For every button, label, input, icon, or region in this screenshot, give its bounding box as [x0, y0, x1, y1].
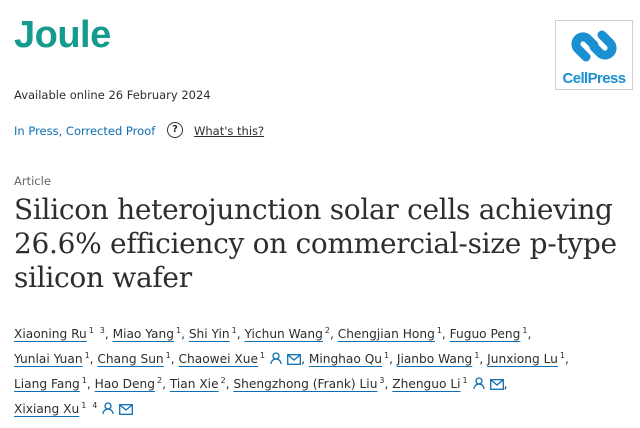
author-name[interactable]: Miao Yang: [112, 327, 174, 342]
affiliation[interactable]: 1: [522, 326, 528, 335]
affiliation[interactable]: 2: [156, 376, 163, 385]
affiliation[interactable]: 4: [92, 401, 98, 410]
author-name[interactable]: Shengzhong (Frank) Liu: [233, 377, 378, 392]
author-name[interactable]: Junxiong Lu: [487, 352, 558, 367]
author-name[interactable]: Xiaoning Ru: [14, 327, 87, 342]
affiliation[interactable]: 1: [81, 376, 87, 385]
author-name[interactable]: Chaowei Xue: [178, 352, 258, 367]
author-line: Xixiang Xu 1 4: [14, 401, 634, 426]
logo-mark: [571, 30, 617, 62]
help-icon[interactable]: ?: [167, 122, 183, 138]
author-name[interactable]: Tian Xie: [169, 377, 219, 392]
author-name[interactable]: Zhenguo Li: [392, 377, 461, 392]
separator: ,: [181, 327, 185, 342]
separator: ,: [389, 352, 393, 367]
affiliation[interactable]: 1: [165, 351, 171, 360]
logo-text: CellPress: [562, 70, 627, 87]
affiliation[interactable]: 1: [462, 376, 468, 385]
person-icon[interactable]: [270, 352, 282, 365]
separator: ,: [162, 377, 166, 392]
available-date: Available online 26 February 2024: [14, 88, 211, 102]
author-list: Xiaoning Ru 1 3, Miao Yang 1, Shi Yin 1, Yi…: [14, 326, 634, 426]
separator: ,: [441, 327, 446, 342]
journal-logo[interactable]: Joule: [14, 14, 111, 56]
separator: ,: [225, 377, 230, 392]
status-link[interactable]: In Press, Corrected Proof: [14, 124, 156, 138]
affiliation[interactable]: 2: [324, 326, 330, 335]
person-icon[interactable]: [102, 402, 114, 415]
separator: ,: [104, 327, 109, 342]
email-icon[interactable]: [287, 354, 302, 366]
separator: ,: [170, 352, 175, 367]
article-title: Silicon heterojunction solar cells achie…: [14, 193, 617, 294]
affiliation[interactable]: 2: [220, 376, 226, 385]
separator: ,: [479, 352, 484, 367]
author-name[interactable]: Yunlai Yuan: [14, 352, 83, 367]
affiliation[interactable]: 1: [81, 401, 87, 410]
affiliation[interactable]: 1: [559, 351, 565, 360]
person-icon[interactable]: [472, 377, 485, 390]
author-name[interactable]: Jianbo Wang: [396, 352, 473, 367]
separator: ,: [301, 352, 305, 367]
affiliation[interactable]: 1: [231, 326, 237, 335]
separator: ,: [236, 327, 241, 342]
author-name[interactable]: Shi Yin: [188, 327, 230, 342]
author-name[interactable]: Minghao Qu: [308, 352, 383, 367]
affiliation[interactable]: 1: [175, 326, 182, 335]
separator: ,: [564, 352, 569, 367]
author-name[interactable]: Hao Deng: [94, 377, 155, 392]
author-line: Yunlai Yuan 1, Chang Sun 1, Chaowei Xue 1, …: [14, 351, 634, 376]
author-name[interactable]: Liang Fang: [14, 377, 80, 392]
author-name[interactable]: Fuguo Peng: [449, 327, 521, 342]
separator: ,: [384, 377, 389, 392]
author-line: Liang Fang 1, Hao Deng 2, Tian Xie 2, Sheng…: [14, 376, 634, 401]
affiliation[interactable]: 3: [99, 326, 105, 335]
affiliation[interactable]: 1: [259, 351, 266, 360]
email-icon[interactable]: [489, 379, 504, 391]
separator: ,: [503, 377, 508, 392]
author-name[interactable]: Yichun Wang: [244, 327, 323, 342]
email-icon[interactable]: [119, 404, 134, 416]
affiliation[interactable]: 1: [436, 326, 442, 335]
article-type: Article: [14, 174, 51, 188]
separator: ,: [86, 377, 91, 392]
affiliation[interactable]: 1: [474, 351, 480, 360]
affiliation[interactable]: 1: [384, 351, 390, 360]
author-line: Xiaoning Ru 1 3, Miao Yang 1, Shi Yin 1, Yi…: [14, 326, 634, 351]
affiliation[interactable]: 1: [84, 351, 90, 360]
publisher-logo[interactable]: CellPress: [555, 20, 633, 90]
separator: ,: [527, 327, 532, 342]
author-name[interactable]: Chengjian Hong: [337, 327, 435, 342]
affiliation[interactable]: 3: [379, 376, 385, 385]
affiliation[interactable]: 1: [88, 326, 94, 335]
separator: ,: [89, 352, 94, 367]
separator: ,: [329, 327, 334, 342]
help-link[interactable]: What's this?: [194, 124, 265, 138]
author-name[interactable]: Xixiang Xu: [14, 402, 80, 417]
author-name[interactable]: Chang Sun: [97, 352, 164, 367]
